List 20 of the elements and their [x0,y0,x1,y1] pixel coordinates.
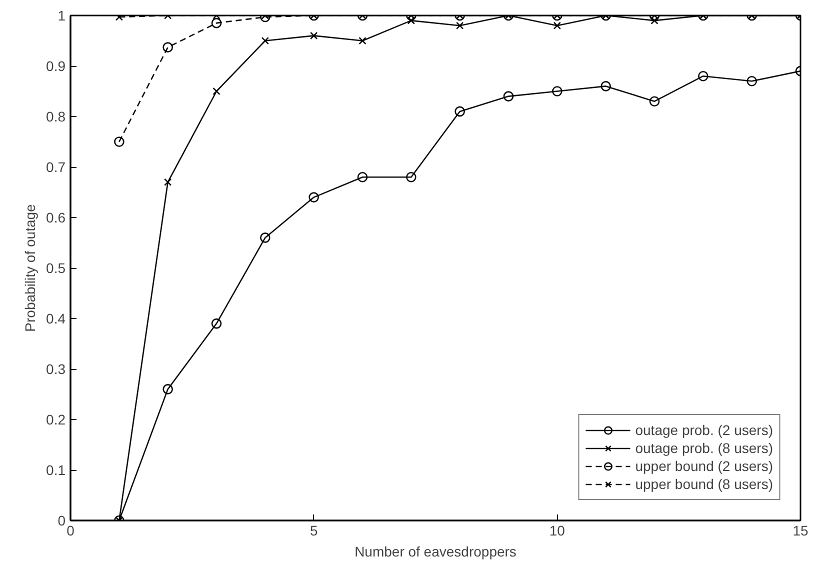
legend-label: upper bound (2 users) [635,457,773,475]
y-tick-label: 0 [58,512,66,528]
y-tick-label: 1 [58,8,66,24]
y-tick-label: 0.9 [46,58,66,74]
y-tick-label: 0.1 [46,462,66,478]
y-tick-label: 0.2 [46,412,66,428]
x-tick-label: 15 [792,522,808,538]
legend-label: outage prob. (2 users) [635,421,773,439]
x-tick-label: 5 [310,522,318,538]
legend-label: outage prob. (8 users) [635,439,773,457]
legend-label: upper bound (8 users) [635,475,773,493]
y-tick-label: 0.7 [46,159,66,175]
y-tick-label: 0.6 [46,210,66,226]
y-axis-title: Probability of outage [22,204,38,332]
y-tick-label: 0.8 [46,108,66,124]
x-axis-title: Number of eavesdroppers [354,544,516,560]
y-tick-label: 0.5 [46,260,66,276]
y-tick-label: 0.4 [46,310,66,326]
x-tick-label: 10 [549,522,566,538]
y-tick-label: 0.3 [46,361,66,377]
